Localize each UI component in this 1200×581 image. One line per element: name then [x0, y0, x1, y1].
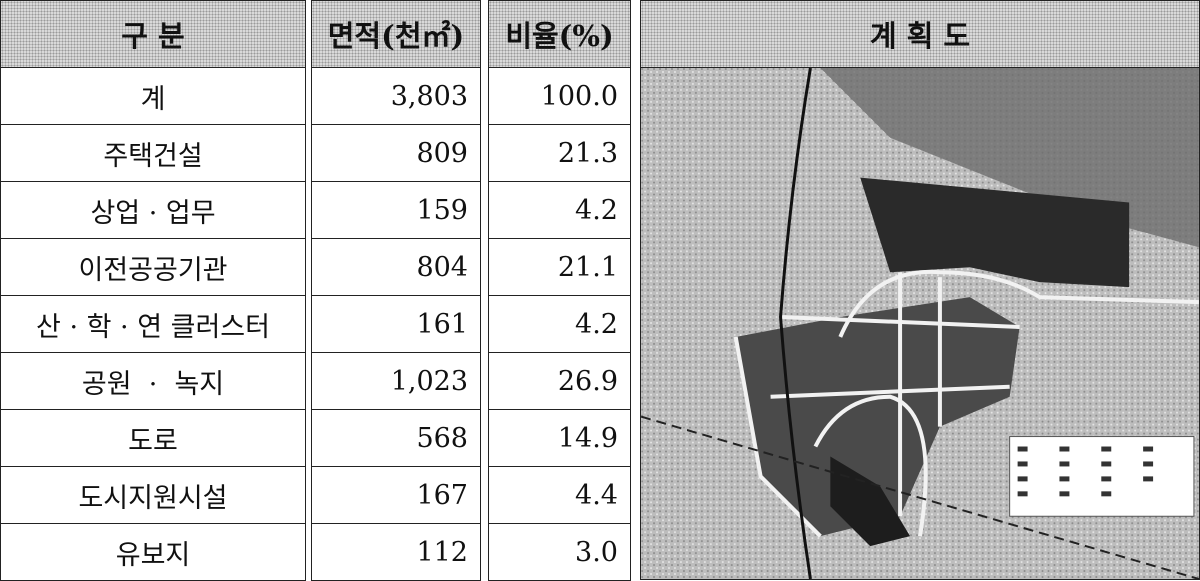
row-label: 주택건설 — [0, 124, 306, 182]
row-value: 21.3 — [488, 124, 631, 182]
row-label: 이전공공기관 — [0, 238, 306, 296]
header-cell: 면적(천㎡) — [311, 0, 481, 68]
row-value: 26.9 — [488, 352, 631, 410]
row-value: 100.0 — [488, 67, 631, 125]
row-value: 167 — [311, 466, 481, 524]
row-value: 809 — [311, 124, 481, 182]
header-cell: 비율(%) — [488, 0, 631, 68]
row-value: 4.4 — [488, 466, 631, 524]
row-value: 4.2 — [488, 181, 631, 239]
row-value: 1,023 — [311, 352, 481, 410]
page: 계 획 도 구 분면적(천㎡)비율(%)계3,8 — [0, 0, 1200, 580]
row-value: 14.9 — [488, 409, 631, 467]
row-value: 3.0 — [488, 523, 631, 581]
row-label: 산 · 학 · 연 클러스터 — [0, 295, 306, 353]
row-value: 159 — [311, 181, 481, 239]
map-title: 계 획 도 — [640, 0, 1200, 68]
header-cell: 구 분 — [0, 0, 306, 68]
row-value: 3,803 — [311, 67, 481, 125]
row-label: 공원 · 녹지 — [0, 352, 306, 410]
row-value: 112 — [311, 523, 481, 581]
row-value: 4.2 — [488, 295, 631, 353]
row-value: 804 — [311, 238, 481, 296]
row-label: 상업 · 업무 — [0, 181, 306, 239]
row-label: 계 — [0, 67, 306, 125]
plan-map — [640, 67, 1200, 580]
row-value: 21.1 — [488, 238, 631, 296]
row-value: 161 — [311, 295, 481, 353]
row-value: 568 — [311, 409, 481, 467]
row-label: 유보지 — [0, 523, 306, 581]
row-label: 도로 — [0, 409, 306, 467]
row-label: 도시지원시설 — [0, 466, 306, 524]
